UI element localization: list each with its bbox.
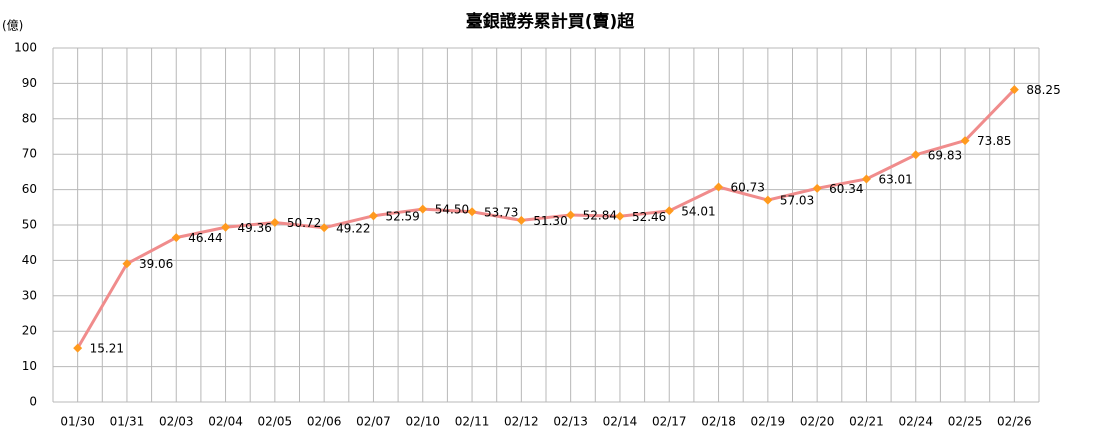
x-tick-label: 02/05: [258, 415, 293, 429]
value-label: 60.73: [731, 181, 765, 195]
x-tick-label: 02/20: [800, 415, 835, 429]
y-tick-label: 80: [22, 111, 37, 125]
marker: [122, 259, 132, 269]
value-label: 49.36: [238, 221, 272, 235]
value-label: 51.30: [533, 214, 567, 228]
marker: [221, 222, 231, 232]
marker: [270, 217, 280, 227]
marker: [73, 343, 83, 353]
x-tick-label: 01/31: [110, 415, 145, 429]
x-tick-label: 02/11: [455, 415, 490, 429]
marker: [171, 233, 181, 243]
value-label: 50.72: [287, 216, 321, 230]
x-tick-label: 02/18: [701, 415, 736, 429]
x-tick-label: 02/19: [751, 415, 786, 429]
marker: [714, 182, 724, 192]
x-tick-label: 01/30: [60, 415, 95, 429]
x-tick-label: 02/17: [652, 415, 687, 429]
x-tick-label: 02/25: [948, 415, 983, 429]
x-tick-label: 02/10: [405, 415, 440, 429]
value-label: 60.34: [829, 182, 863, 196]
marker: [664, 206, 674, 216]
y-tick-label: 70: [22, 147, 37, 161]
marker: [1009, 85, 1019, 95]
chart-title: 臺銀證券累計買(賣)超: [466, 11, 636, 32]
series-line: [76, 88, 1016, 349]
marker: [418, 204, 428, 214]
y-tick-label: 40: [22, 253, 37, 267]
x-tick-label: 02/07: [356, 415, 391, 429]
y-tick-label: 20: [22, 324, 37, 338]
value-label: 73.85: [977, 134, 1011, 148]
y-tick-label: 30: [22, 288, 37, 302]
x-tick-label: 02/12: [504, 415, 539, 429]
value-label: 63.01: [878, 172, 912, 186]
x-tick-label: 02/21: [849, 415, 884, 429]
value-label: 46.44: [188, 231, 222, 245]
value-label: 52.46: [632, 210, 666, 224]
marker: [319, 223, 329, 233]
x-tick-label: 02/26: [997, 415, 1032, 429]
y-tick-label: 60: [22, 182, 37, 196]
value-label: 57.03: [780, 194, 814, 208]
value-label: 53.73: [484, 205, 518, 219]
marker: [615, 211, 625, 221]
value-label: 49.22: [336, 221, 370, 235]
marker: [812, 183, 822, 193]
value-label: 54.50: [435, 203, 469, 217]
x-tick-label: 02/04: [208, 415, 243, 429]
y-tick-label: 0: [29, 395, 37, 409]
value-label: 52.84: [583, 208, 617, 222]
y-tick-label: 100: [14, 41, 37, 55]
y-tick-label: 50: [22, 218, 37, 232]
value-label: 54.01: [681, 204, 715, 218]
x-tick-label: 02/14: [603, 415, 638, 429]
marker: [566, 210, 576, 220]
value-label: 15.21: [90, 342, 124, 356]
marker: [516, 215, 526, 225]
x-tick-label: 02/03: [159, 415, 194, 429]
value-label: 39.06: [139, 257, 173, 271]
y-tick-label: 10: [22, 359, 37, 373]
y-tick-label: 90: [22, 76, 37, 90]
marker: [763, 195, 773, 205]
marker: [960, 136, 970, 146]
value-label: 69.83: [928, 148, 962, 162]
marker: [368, 211, 378, 221]
x-tick-label: 02/13: [553, 415, 588, 429]
marker: [861, 174, 871, 184]
value-label: 88.25: [1026, 83, 1060, 97]
value-label: 52.59: [385, 209, 419, 223]
marker: [911, 150, 921, 160]
marker: [467, 207, 477, 217]
x-tick-label: 02/24: [898, 415, 933, 429]
x-tick-label: 02/06: [307, 415, 342, 429]
y-axis-label: (億): [2, 19, 23, 33]
